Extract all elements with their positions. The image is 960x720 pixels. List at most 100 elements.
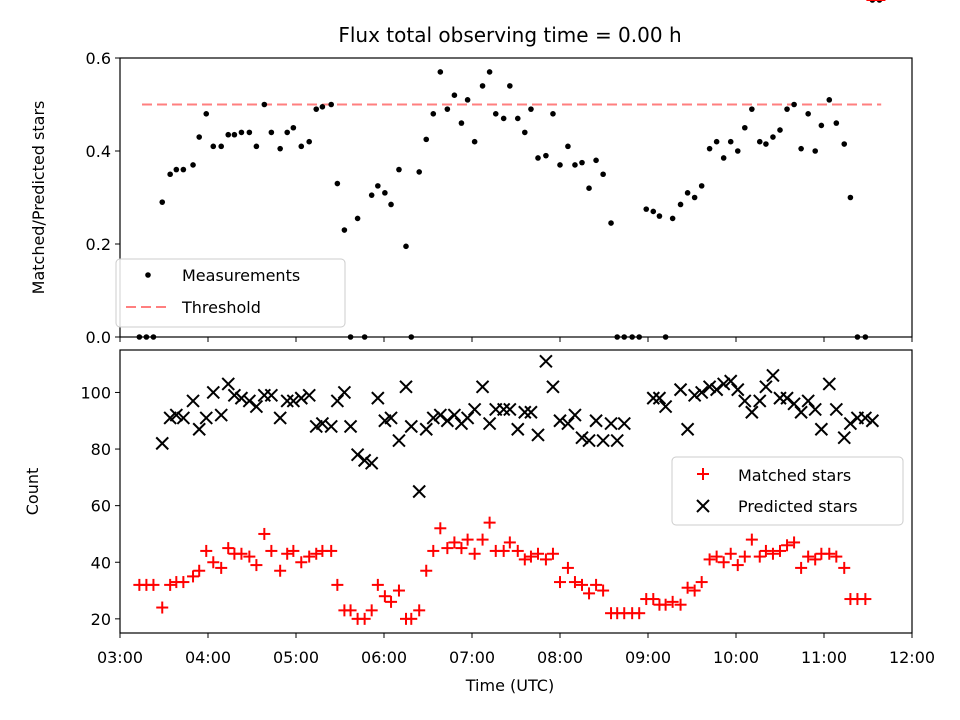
matched-point xyxy=(674,598,687,611)
measurement-point xyxy=(328,101,335,108)
predicted-point xyxy=(794,405,808,419)
predicted-point xyxy=(531,428,545,442)
predicted-point xyxy=(419,422,433,436)
measurement-point xyxy=(451,92,458,98)
predicted-point xyxy=(155,436,169,451)
predicted-point xyxy=(617,416,631,431)
predicted-point xyxy=(426,411,440,425)
predicted-point xyxy=(759,380,773,394)
predicted-point xyxy=(343,419,358,434)
measurement-point xyxy=(218,143,224,150)
matched-point xyxy=(774,544,786,557)
measurement-point xyxy=(486,69,493,75)
counts-x-ticks xyxy=(119,633,913,638)
predicted-point xyxy=(227,388,242,402)
measurement-point xyxy=(812,148,818,154)
measurement-point xyxy=(720,155,727,161)
matched-point xyxy=(164,578,177,591)
predicted-point xyxy=(503,402,517,417)
measurement-point xyxy=(313,106,320,112)
predicted-point xyxy=(467,402,482,417)
matched-point xyxy=(497,544,510,557)
measurement-point xyxy=(706,145,713,152)
matched-point xyxy=(666,595,679,608)
predicted-point xyxy=(518,405,532,419)
predicted-point xyxy=(652,391,667,405)
measurement-point xyxy=(382,190,388,196)
measurement-point xyxy=(492,111,499,117)
measurement-point xyxy=(319,104,326,110)
matched-point xyxy=(476,533,489,546)
counts-axes-frame xyxy=(119,349,913,634)
measurement-point xyxy=(479,83,486,89)
predicted-point xyxy=(337,385,352,400)
predicted-point xyxy=(273,411,287,425)
measurement-point xyxy=(528,106,534,112)
measurement-point xyxy=(698,183,705,189)
measurement-point xyxy=(444,106,451,112)
measurement-point xyxy=(403,243,409,250)
predicted-point xyxy=(475,380,490,394)
measurement-point xyxy=(277,145,283,152)
predicted-point xyxy=(364,456,379,470)
measurement-point xyxy=(347,334,354,340)
matched-point xyxy=(695,576,708,589)
predicted-point xyxy=(264,388,279,402)
predicted-point xyxy=(745,405,759,419)
ratio-legend-box xyxy=(115,258,346,328)
predicted-point xyxy=(829,402,844,417)
measurement-point xyxy=(572,162,578,168)
measurement-point xyxy=(203,111,210,117)
measurement-point xyxy=(621,334,628,340)
matched-point xyxy=(809,553,822,566)
predicted-point xyxy=(221,377,235,391)
matched-point xyxy=(177,576,190,589)
measurement-point xyxy=(713,138,720,145)
measurement-point xyxy=(784,106,790,112)
measurement-point xyxy=(557,162,563,168)
matched-point xyxy=(281,547,294,560)
matched-point xyxy=(325,544,338,557)
matched-point xyxy=(830,550,843,563)
measurement-point xyxy=(791,101,797,108)
matched-point xyxy=(295,556,308,569)
predicted-point xyxy=(702,380,717,394)
predicted-point xyxy=(399,380,413,394)
measurement-point xyxy=(636,334,642,340)
measurement-point xyxy=(826,97,833,103)
matched-point xyxy=(413,604,426,617)
measurement-point xyxy=(629,334,635,340)
predicted-point xyxy=(206,385,220,400)
measurements-points xyxy=(136,0,883,340)
matched-point xyxy=(781,539,794,552)
measurement-point xyxy=(167,171,173,178)
predicted-point xyxy=(186,394,200,408)
legend-matched-label: Matched stars xyxy=(738,466,851,485)
measurement-point xyxy=(334,180,341,187)
matched-point xyxy=(703,553,716,566)
x-tick-labels: 03:00 04:00 05:00 06:00 07:00 08:00 09:00 10:00… xyxy=(97,648,935,667)
matched-point xyxy=(187,570,200,583)
predicted-point xyxy=(192,422,206,436)
measurement-point xyxy=(458,120,465,126)
measurement-point xyxy=(368,192,375,198)
predicted-point xyxy=(687,388,702,402)
x-tick-label: 05:00 xyxy=(273,648,319,667)
y-tick-label: 60 xyxy=(91,497,111,516)
matched-point xyxy=(511,544,524,557)
chart-title: Flux total observing time = 0.00 h xyxy=(338,23,681,47)
legend-measurements-marker xyxy=(145,272,151,278)
predicted-point xyxy=(814,422,829,436)
predicted-point xyxy=(808,402,822,417)
matched-point xyxy=(561,561,574,574)
measurement-point xyxy=(196,134,202,140)
matched-point xyxy=(358,612,371,625)
matched-point xyxy=(222,542,235,555)
predicted-point xyxy=(738,394,752,408)
matched-point xyxy=(717,556,730,569)
x-tick-label: 03:00 xyxy=(97,648,143,667)
measurement-point xyxy=(396,166,402,173)
predicted-point xyxy=(646,391,660,405)
predicted-point xyxy=(596,433,610,448)
